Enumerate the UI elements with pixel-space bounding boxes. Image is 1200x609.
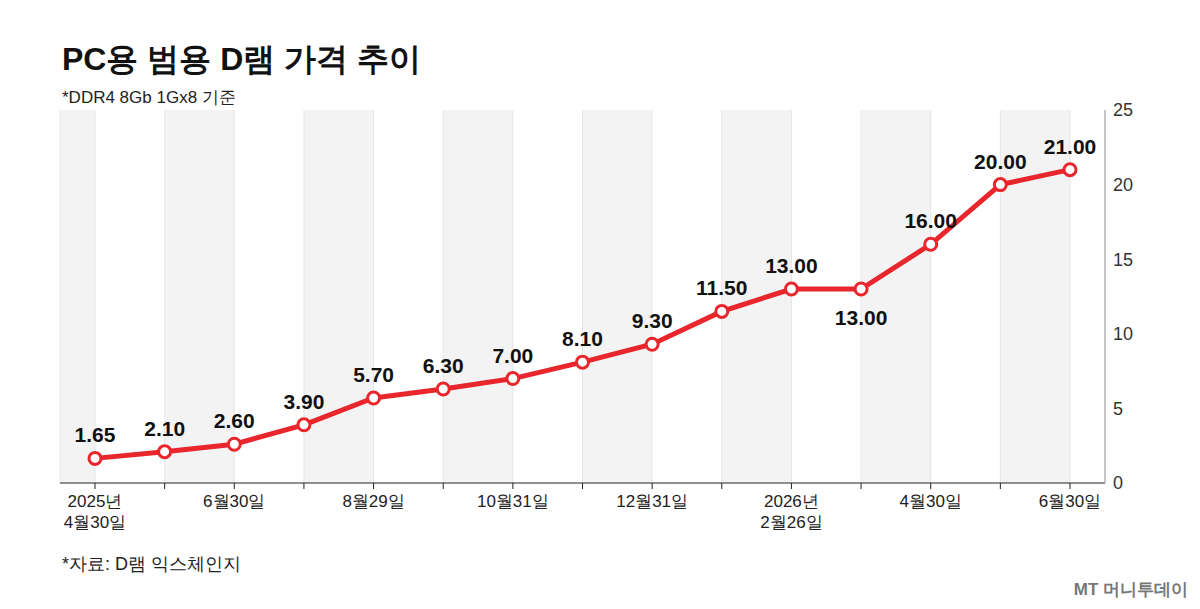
svg-text:2026년: 2026년	[764, 492, 819, 511]
svg-text:13.00: 13.00	[765, 254, 818, 277]
svg-text:6월30일: 6월30일	[1039, 492, 1101, 511]
svg-text:3.90: 3.90	[283, 390, 324, 413]
svg-text:10: 10	[1113, 324, 1133, 344]
html-text:*자료: D램 익스체인지: *자료: D램 익스체인지	[62, 554, 241, 574]
svg-text:20: 20	[1113, 175, 1133, 195]
svg-text:2월26일: 2월26일	[760, 513, 822, 532]
svg-text:25: 25	[1113, 100, 1133, 120]
svg-text:2.60: 2.60	[214, 409, 255, 432]
svg-text:1.65: 1.65	[75, 423, 116, 446]
svg-text:11.50: 11.50	[696, 276, 747, 299]
svg-text:8월29일: 8월29일	[342, 492, 404, 511]
svg-text:2.10: 2.10	[144, 417, 185, 440]
svg-text:15: 15	[1113, 250, 1133, 270]
svg-text:9.30: 9.30	[632, 309, 673, 332]
svg-text:8.10: 8.10	[562, 327, 603, 350]
svg-text:6.30: 6.30	[423, 354, 464, 377]
svg-text:5: 5	[1113, 399, 1123, 419]
svg-text:7.00: 7.00	[492, 344, 533, 367]
svg-text:16.00: 16.00	[904, 209, 957, 232]
svg-text:6월30일: 6월30일	[203, 492, 265, 511]
svg-text:4월30일: 4월30일	[64, 513, 126, 532]
svg-text:2025년: 2025년	[68, 492, 123, 511]
svg-text:12월31일: 12월31일	[616, 492, 688, 511]
svg-text:4월30일: 4월30일	[900, 492, 962, 511]
svg-text:13.00: 13.00	[835, 306, 888, 329]
svg-text:10월31일: 10월31일	[477, 492, 549, 511]
svg-text:20.00: 20.00	[974, 150, 1027, 173]
html-text:PC용 범용 D램 가격 추이: PC용 범용 D램 가격 추이	[62, 41, 422, 77]
svg-text:0: 0	[1113, 473, 1123, 493]
html-text:MT 머니투데이: MT 머니투데이	[1073, 580, 1188, 599]
svg-text:5.70: 5.70	[353, 363, 394, 386]
svg-text:21.00: 21.00	[1044, 135, 1097, 158]
html-text:*DDR4 8Gb 1Gx8 기준: *DDR4 8Gb 1Gx8 기준	[62, 88, 236, 107]
